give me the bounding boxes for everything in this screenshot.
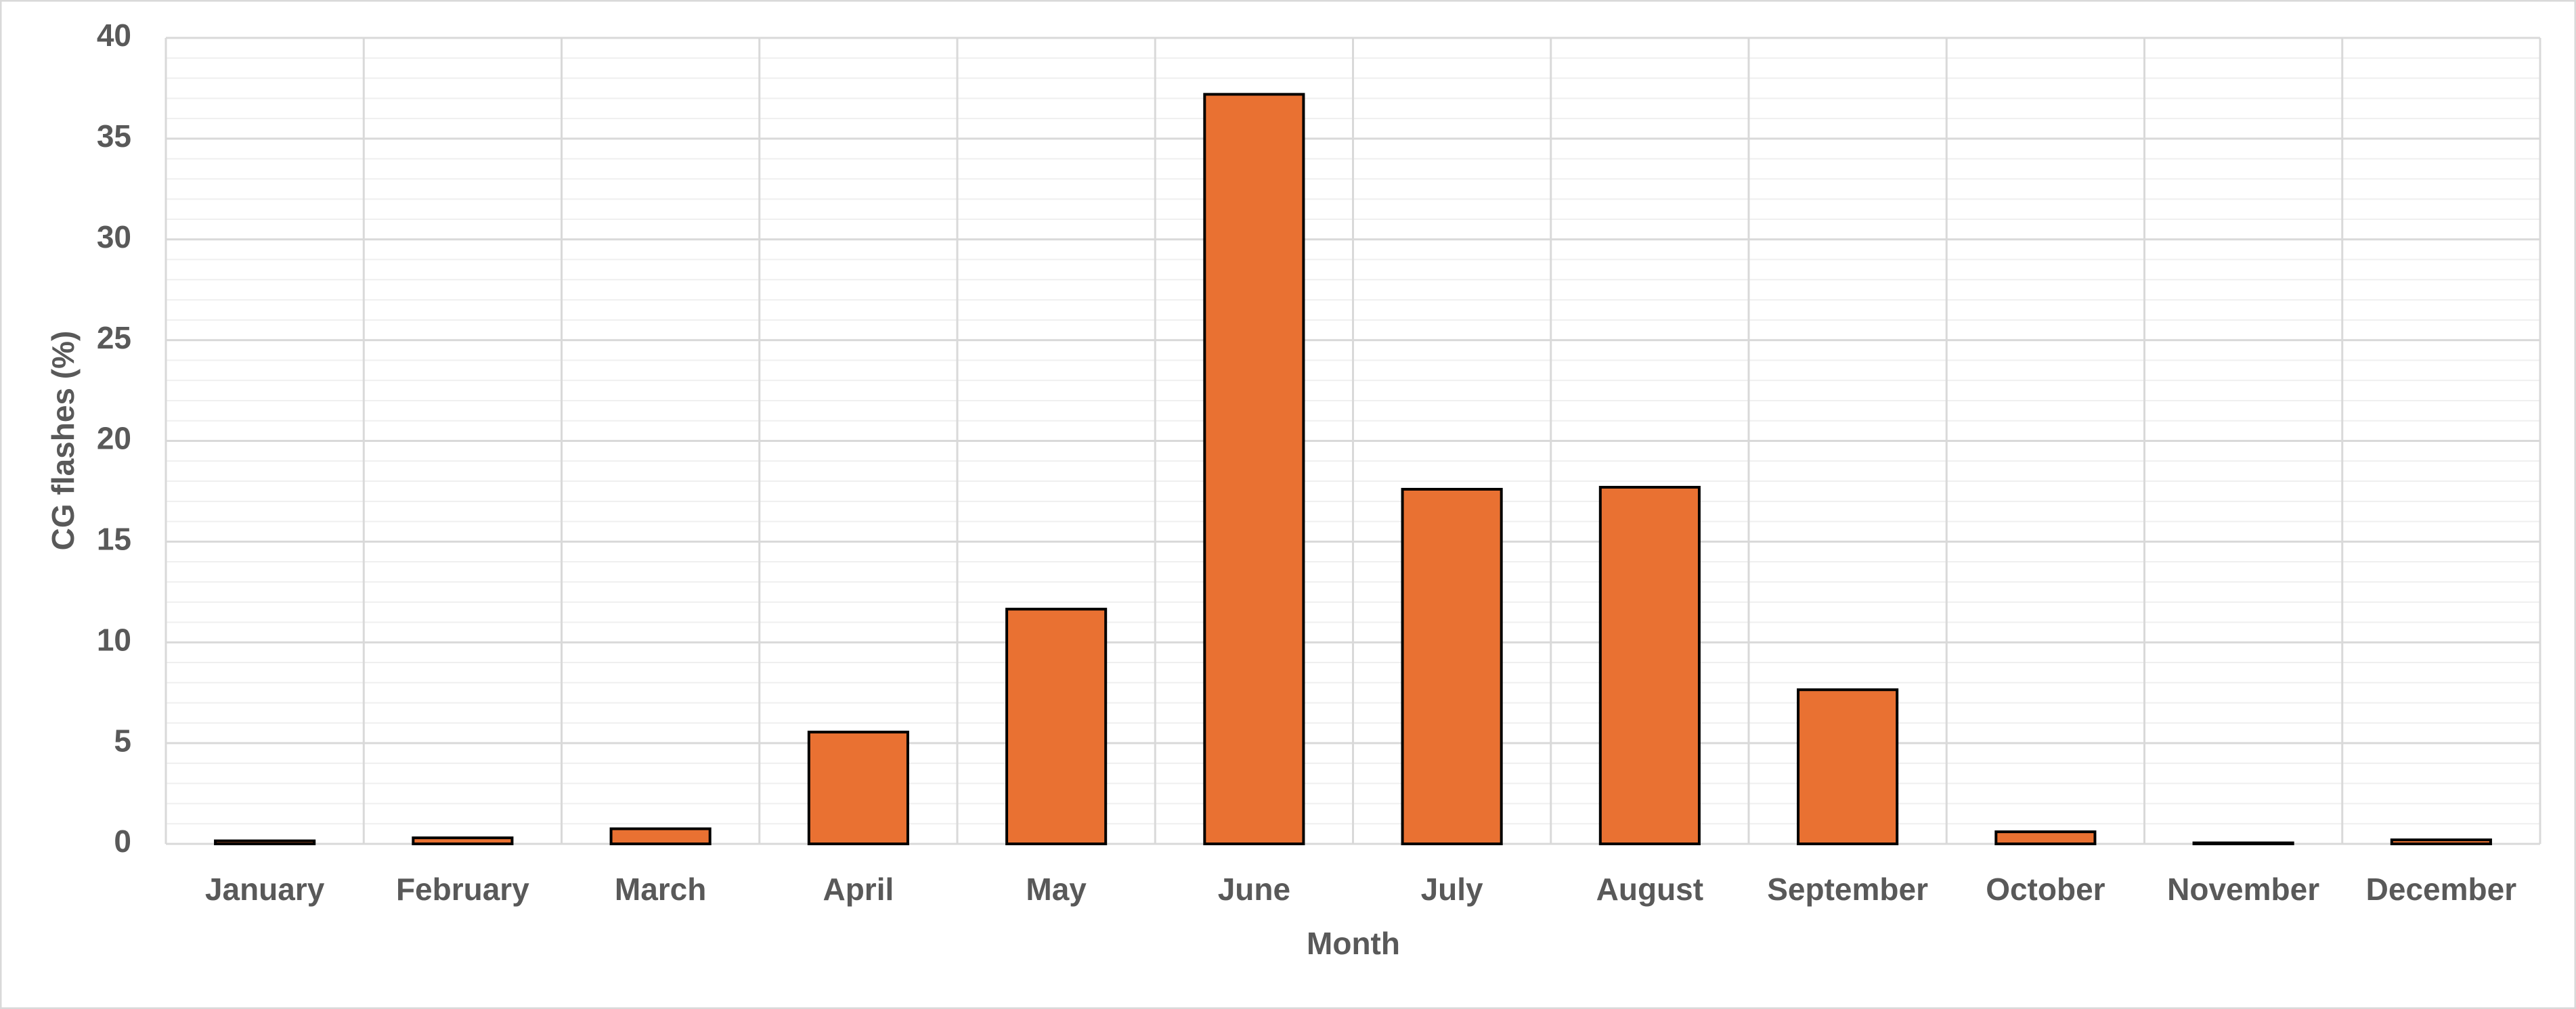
x-tick-label: May (1026, 872, 1087, 907)
bar (1401, 487, 1503, 845)
y-tick-label: 35 (97, 118, 131, 154)
bar (412, 836, 514, 846)
bar (214, 839, 316, 845)
x-axis-title: Month (1307, 926, 1400, 961)
bar (807, 730, 909, 846)
y-tick-label: 30 (97, 219, 131, 254)
y-tick-label: 10 (97, 622, 131, 657)
y-tick-label: 5 (114, 723, 131, 758)
bar (609, 827, 712, 845)
x-tick-label: January (205, 872, 325, 907)
y-tick-label: 0 (114, 824, 131, 859)
bar (1203, 93, 1305, 845)
y-tick-label: 15 (97, 522, 131, 557)
bar (1598, 485, 1701, 845)
bar (2192, 841, 2294, 845)
y-tick-label: 20 (97, 421, 131, 456)
x-tick-label: July (1421, 872, 1483, 907)
x-tick-label: March (615, 872, 706, 907)
y-tick-label: 40 (97, 18, 131, 53)
bar (2390, 838, 2492, 846)
x-tick-label: June (1218, 872, 1290, 907)
x-tick-label: August (1596, 872, 1703, 907)
x-tick-label: December (2366, 872, 2517, 907)
x-tick-label: April (823, 872, 894, 907)
y-axis-title: CG flashes (%) (45, 331, 81, 551)
x-tick-label: September (1767, 872, 1928, 907)
x-tick-label: November (2167, 872, 2319, 907)
bar (1005, 608, 1108, 846)
x-tick-label: February (396, 872, 529, 907)
bar (1797, 688, 1899, 845)
x-tick-label: October (1986, 872, 2105, 907)
y-tick-label: 25 (97, 320, 131, 355)
bar (1994, 830, 2097, 846)
